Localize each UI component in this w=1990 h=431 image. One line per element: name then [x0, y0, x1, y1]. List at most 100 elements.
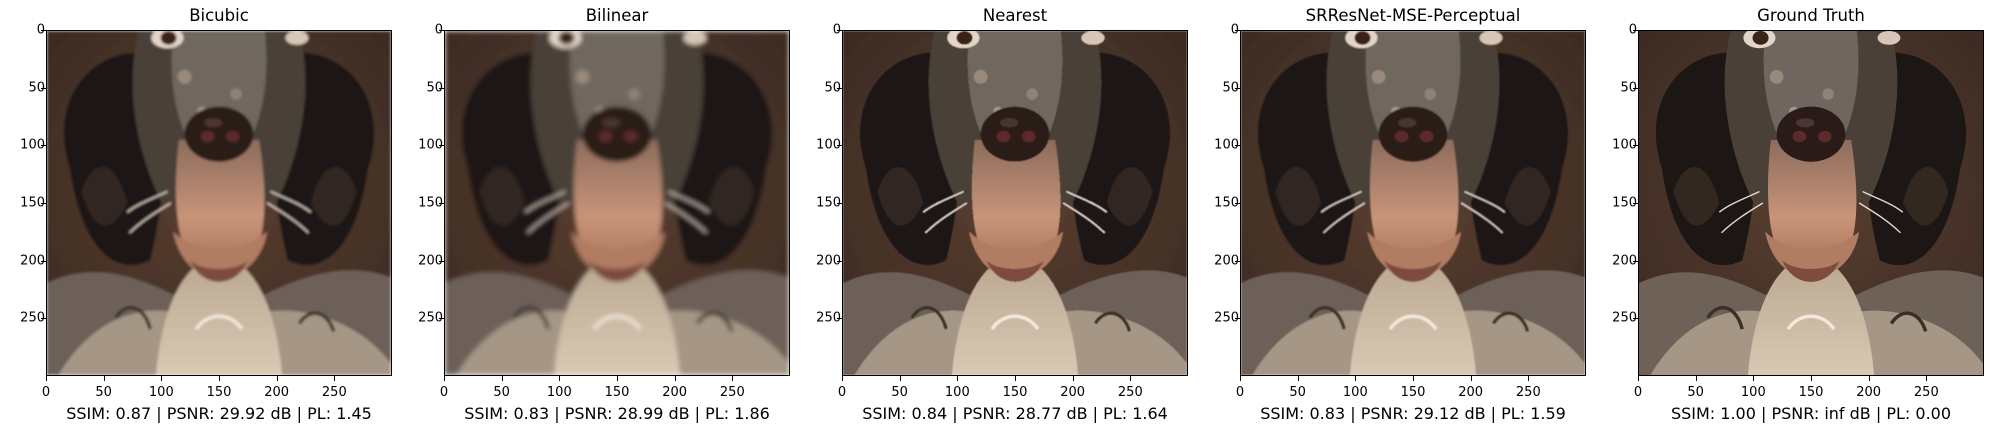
y-tick-label: 100	[816, 137, 841, 153]
y-tick-label: 100	[20, 137, 45, 153]
y-tick-label: 200	[20, 253, 45, 269]
y-tick-label: 50	[1620, 80, 1637, 96]
x-tick-label: 150	[1400, 385, 1426, 400]
y-tick-label: 150	[20, 195, 45, 211]
y-tick-mark	[439, 145, 444, 147]
y-tick-label: 0	[832, 22, 841, 38]
y-tick-label: 100	[418, 137, 443, 153]
y-tick-mark	[439, 30, 444, 31]
y-tick-label: 150	[1612, 195, 1637, 211]
panel-bicubic: Bicubic	[0, 0, 397, 431]
x-tick-mark	[1695, 376, 1697, 381]
y-tick-mark	[439, 318, 444, 320]
y-tick-mark	[41, 87, 46, 89]
x-tick-mark	[842, 376, 843, 381]
y-tick-label: 250	[1214, 310, 1239, 326]
x-tick-label: 250	[1515, 385, 1541, 400]
y-tick-label: 0	[434, 22, 443, 38]
y-tick-mark	[41, 203, 46, 204]
x-tick-mark	[617, 376, 618, 381]
x-tick-label: 200	[1060, 385, 1086, 400]
x-tick-label: 50	[95, 385, 112, 400]
x-tick-mark	[501, 376, 503, 381]
y-tick-label: 0	[36, 22, 45, 38]
image-axes	[842, 30, 1188, 376]
y-tick-label: 50	[824, 80, 841, 96]
y-tick-label: 250	[418, 310, 443, 326]
x-tick-label: 50	[1289, 385, 1306, 400]
x-tick-label: 50	[891, 385, 908, 400]
y-tick-label: 200	[1214, 253, 1239, 269]
y-tick-label: 0	[1628, 22, 1637, 38]
y-tick-label: 100	[1214, 137, 1239, 153]
x-tick-mark	[1072, 376, 1074, 381]
image-axes	[1240, 30, 1586, 376]
y-tick-mark	[1633, 260, 1638, 262]
y-tick-label: 200	[1612, 253, 1637, 269]
y-tick-label: 150	[1214, 195, 1239, 211]
metrics-caption: SSIM: 1.00 | PSNR: inf dB | PL: 0.00	[1670, 404, 1952, 423]
y-tick-mark	[1235, 318, 1240, 320]
x-tick-mark	[1868, 376, 1870, 381]
y-tick-mark	[41, 318, 46, 320]
x-tick-mark	[1638, 376, 1639, 381]
x-tick-mark	[1240, 376, 1241, 381]
x-tick-mark	[219, 376, 220, 381]
x-tick-label: 200	[662, 385, 688, 400]
x-tick-label: 0	[41, 385, 51, 400]
metrics-caption: SSIM: 0.83 | PSNR: 29.12 dB | PL: 1.59	[1260, 404, 1566, 423]
y-tick-mark	[837, 318, 842, 320]
panel-ground-truth: Ground Truth	[1592, 0, 1989, 431]
y-tick-mark	[837, 87, 842, 89]
x-tick-mark	[334, 376, 336, 381]
x-tick-label: 50	[1687, 385, 1704, 400]
metrics-caption: SSIM: 0.83 | PSNR: 28.99 dB | PL: 1.86	[464, 404, 770, 423]
y-tick-mark	[1633, 318, 1638, 320]
y-tick-mark	[1633, 145, 1638, 147]
x-tick-mark	[276, 376, 278, 381]
x-tick-label: 0	[439, 385, 449, 400]
y-tick-mark	[837, 260, 842, 262]
x-tick-mark	[444, 376, 445, 381]
x-tick-label: 150	[1002, 385, 1028, 400]
y-tick-label: 50	[1222, 80, 1239, 96]
x-tick-mark	[46, 376, 47, 381]
x-tick-mark	[1926, 376, 1928, 381]
y-tick-mark	[41, 260, 46, 262]
panel-title: Ground Truth	[1757, 6, 1865, 25]
x-tick-label: 100	[1740, 385, 1766, 400]
y-tick-label: 100	[1612, 137, 1637, 153]
y-tick-mark	[1633, 203, 1638, 204]
y-tick-mark	[837, 203, 842, 204]
image-axes	[46, 30, 392, 376]
y-tick-mark	[1235, 87, 1240, 89]
x-tick-mark	[732, 376, 734, 381]
y-tick-label: 250	[816, 310, 841, 326]
x-tick-label: 100	[1342, 385, 1368, 400]
x-tick-mark	[1355, 376, 1357, 381]
x-tick-label: 100	[944, 385, 970, 400]
y-tick-mark	[837, 30, 842, 31]
x-tick-label: 200	[264, 385, 290, 400]
x-tick-label: 50	[493, 385, 510, 400]
x-tick-mark	[1811, 376, 1812, 381]
x-tick-mark	[103, 376, 105, 381]
image-axes	[1638, 30, 1984, 376]
x-tick-label: 150	[1798, 385, 1824, 400]
metrics-caption: SSIM: 0.87 | PSNR: 29.92 dB | PL: 1.45	[66, 404, 372, 423]
x-tick-label: 150	[206, 385, 232, 400]
metrics-caption: SSIM: 0.84 | PSNR: 28.77 dB | PL: 1.64	[862, 404, 1168, 423]
x-tick-label: 250	[1913, 385, 1939, 400]
x-tick-mark	[1528, 376, 1530, 381]
y-tick-mark	[837, 145, 842, 147]
dog-image	[1639, 31, 1983, 375]
x-tick-mark	[1470, 376, 1472, 381]
y-tick-mark	[439, 87, 444, 89]
x-tick-label: 250	[719, 385, 745, 400]
y-tick-label: 250	[20, 310, 45, 326]
panel-srresnet-mse-perceptual: SRResNet-MSE-Perceptual	[1194, 0, 1591, 431]
x-tick-mark	[559, 376, 561, 381]
x-tick-label: 0	[837, 385, 847, 400]
dog-image	[445, 31, 789, 375]
